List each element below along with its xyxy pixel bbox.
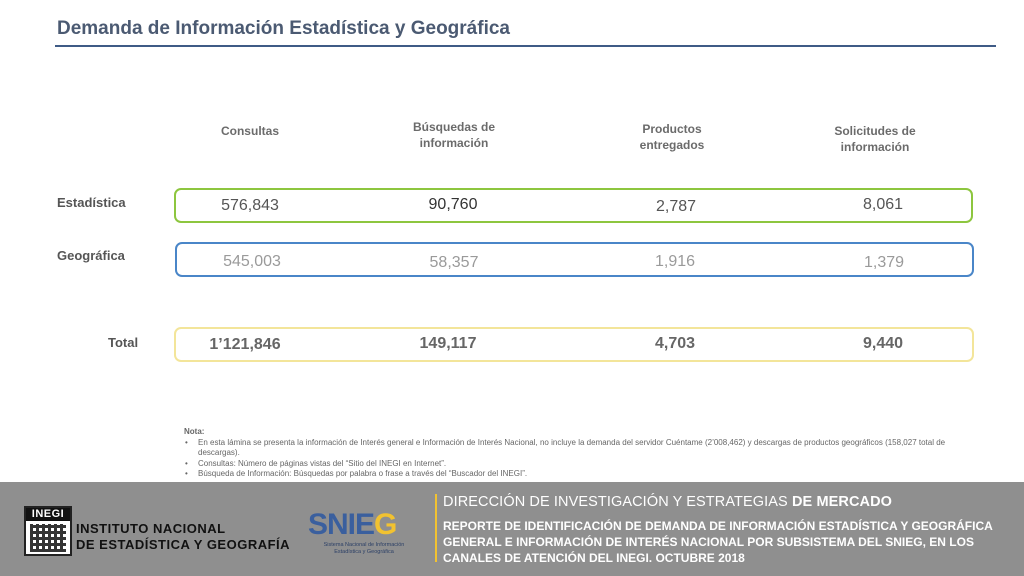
title-rule bbox=[55, 45, 996, 47]
value-geografica-busquedas: 58,357 bbox=[429, 254, 479, 271]
row-box-total bbox=[174, 327, 974, 362]
snieg-word-a: SNIE bbox=[308, 508, 375, 541]
value-total-productos: 4,703 bbox=[654, 335, 696, 352]
note-item: Búsqueda de Información: Búsquedas por p… bbox=[184, 469, 964, 480]
value-total-busquedas: 149,117 bbox=[419, 335, 477, 352]
inegi-logo-grid bbox=[30, 524, 66, 552]
snieg-subtitle: Sistema Nacional de Información Estadíst… bbox=[310, 542, 418, 556]
value-geografica-solicitudes: 1,379 bbox=[863, 254, 905, 271]
note-item: En esta lámina se presenta la informació… bbox=[184, 438, 964, 459]
notes-list: En esta lámina se presenta la informació… bbox=[184, 438, 964, 480]
value-geografica-productos: 1,916 bbox=[654, 253, 696, 270]
snieg-logo-icon: SNIEG Sistema Nacional de Información Es… bbox=[308, 508, 418, 562]
row-label-estadistica: Estadística bbox=[57, 195, 126, 210]
snieg-sub-line2: Estadística y Geográfica bbox=[334, 549, 394, 555]
column-header-consultas: Consultas bbox=[220, 124, 279, 138]
inegi-logo-icon: INEGI bbox=[24, 506, 72, 556]
value-estadistica-solicitudes: 8,061 bbox=[862, 196, 904, 213]
value-geografica-consultas: 545,003 bbox=[223, 253, 281, 270]
row-label-total: Total bbox=[108, 335, 139, 350]
inegi-name-line2: DE ESTADÍSTICA Y GEOGRAFÍA bbox=[76, 537, 291, 552]
row-box-estadistica bbox=[174, 188, 973, 223]
value-estadistica-productos: 2,787 bbox=[655, 198, 697, 215]
direction-title-b: DE MERCADO bbox=[791, 494, 893, 510]
report-title: REPORTE DE IDENTIFICACIÓN DE DEMANDA DE … bbox=[443, 519, 993, 565]
value-total-consultas: 1’121,846 bbox=[209, 336, 281, 353]
snieg-sub-line1: Sistema Nacional de Información bbox=[323, 542, 405, 548]
snieg-word-b: G bbox=[374, 508, 397, 541]
page-title: Demanda de Información Estadística y Geo… bbox=[57, 18, 510, 39]
direction-title: DIRECCIÓN DE INVESTIGACIÓN Y ESTRATEGIAS… bbox=[443, 494, 892, 510]
row-label-geografica: Geográfica bbox=[57, 248, 125, 263]
note-item: Consultas: Número de páginas vistas del … bbox=[184, 459, 964, 470]
value-estadistica-consultas: 576,843 bbox=[221, 197, 279, 214]
value-estadistica-busquedas: 90,760 bbox=[428, 196, 478, 213]
snieg-logo-word: SNIEG bbox=[308, 508, 397, 542]
direction-title-a: DIRECCIÓN DE INVESTIGACIÓN Y ESTRATEGIAS bbox=[443, 494, 788, 510]
notes: Nota: En esta lámina se presenta la info… bbox=[184, 427, 964, 480]
column-header-busquedas: Búsquedas de información bbox=[412, 120, 496, 150]
inegi-name-line1: INSTITUTO NACIONAL bbox=[76, 521, 226, 536]
value-total-solicitudes: 9,440 bbox=[862, 335, 904, 352]
inegi-logo-text: INEGI bbox=[26, 508, 70, 521]
footer-divider bbox=[435, 494, 437, 562]
column-header-solicitudes: Solicitudes de información bbox=[834, 124, 916, 154]
column-header-productos: Productos entregados bbox=[639, 122, 705, 152]
footer: INEGI INSTITUTO NACIONAL DE ESTADÍSTICA … bbox=[0, 482, 1024, 576]
inegi-name: INSTITUTO NACIONAL DE ESTADÍSTICA Y GEOG… bbox=[76, 521, 290, 553]
notes-label: Nota: bbox=[184, 427, 205, 436]
row-box-geografica bbox=[175, 242, 974, 277]
